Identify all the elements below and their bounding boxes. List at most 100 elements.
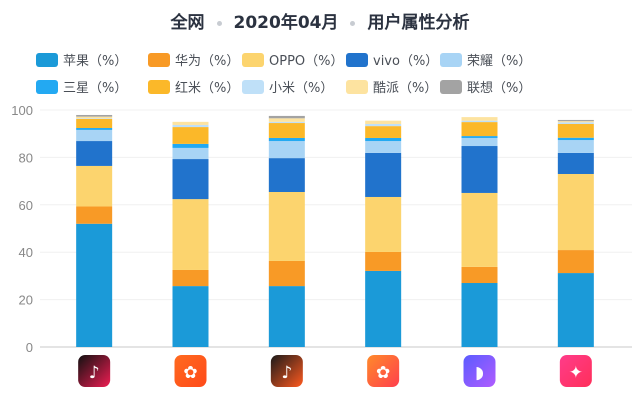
legend-label: vivo（%） [373,54,439,69]
bar-segment [268,115,305,119]
bar-segment [557,121,594,123]
bar-segment [557,173,594,251]
bar-segment [76,128,113,130]
bar-segment [461,192,498,267]
legend-label: 华为（%） [175,54,240,69]
bar-segment [268,286,305,347]
legend-swatch [36,52,58,67]
svg-text:✿: ✿ [183,363,197,383]
legend-item[interactable]: 酷派（%） [346,77,440,96]
bar-segment [365,120,402,124]
legend-item[interactable]: 三星（%） [36,77,148,96]
legend-label: OPPO（%） [269,54,344,69]
legend-swatch [148,52,170,67]
legend-label: 苹果（%） [63,54,128,69]
bar-segment [172,269,209,287]
bar-segment [268,192,305,261]
bar-segment [268,118,305,122]
bar-segment [76,129,113,142]
bar-segment [461,136,498,138]
bar-segment [365,270,402,347]
bar-segment [365,251,402,271]
legend-item[interactable]: OPPO（%） [242,50,346,69]
bar-segment [461,117,498,121]
svg-text:✦: ✦ [569,363,583,383]
bar-segment [557,152,594,174]
legend-item[interactable]: vivo（%） [346,50,440,69]
legend-item[interactable]: 华为（%） [148,50,242,69]
bar-segment [557,123,594,138]
bar-segment [172,124,209,128]
title-period: 2020年04月 [233,13,339,33]
bar-segment [557,122,594,124]
legend-label: 红米（%） [175,81,240,96]
chart-title: 全网 2020年04月 用户属性分析 [0,8,640,33]
chart-legend: 苹果（%） 华为（%） OPPO（%） vivo（%） 荣耀（%） 三星（%） 红米（%） 小… [36,50,636,96]
bar-segment [461,266,498,284]
bar-segment [461,122,498,137]
bar-segment [76,206,113,224]
legend-label: 三星（%） [63,81,128,96]
bar-segment [172,147,209,160]
legend-swatch [346,79,368,94]
kuaishou-speed-icon: ✿ [367,355,400,387]
bar-segment [76,118,113,120]
bar-segment [557,137,594,141]
y-tick-label: 0 [26,340,33,355]
bar-segment [76,165,113,207]
bar-segment [268,260,305,287]
legend-swatch [346,52,368,67]
bar-segment [461,146,498,193]
bar-segment [172,159,209,200]
legend-item[interactable]: 苹果（%） [36,50,148,69]
legend-swatch [36,79,58,94]
legend-label: 荣耀（%） [467,54,532,69]
douyin-icon: ♪ [78,355,111,387]
bar-segment [76,223,113,347]
bar-segment [268,121,305,124]
bar-segment [76,141,113,166]
legend-item[interactable]: 荣耀（%） [440,50,540,69]
legend-label: 联想（%） [467,81,532,96]
legend-item[interactable]: 红米（%） [148,77,242,96]
legend-swatch [242,79,264,94]
bar-segment [365,152,402,197]
bar-segment [268,141,305,159]
title-separator [216,20,222,26]
bar-segment [365,123,402,127]
bar-segment [76,116,113,119]
legend-item[interactable]: 联想（%） [440,77,540,96]
legend-swatch [440,52,462,67]
purple-app-icon: ◗ [463,355,496,387]
legend-swatch [242,52,264,67]
bar-segment [172,199,209,270]
title-subject: 用户属性分析 [367,13,470,33]
y-tick-label: 80 [19,150,33,165]
bar-segment [557,273,594,347]
y-tick-label: 100 [11,103,33,118]
bar-segment [172,143,209,148]
legend-label: 小米（%） [269,81,334,96]
bar-segment [76,114,113,117]
bar-segment [268,158,305,193]
svg-text:♪: ♪ [281,363,292,383]
bar-segment [172,121,209,125]
bar-segment [557,250,594,274]
legend-item[interactable]: 小米（%） [242,77,346,96]
bar-segment [268,123,305,138]
bar-segment [365,137,402,142]
bar-segment [268,137,305,142]
kuaishou-icon: ✿ [174,355,207,387]
legend-swatch [148,79,170,94]
bar-segment [365,126,402,138]
svg-text:♪: ♪ [89,363,100,383]
pink-app-icon: ✦ [559,355,592,387]
title-scope: 全网 [170,13,205,33]
title-separator [350,20,356,26]
bar-segment [461,283,498,347]
y-tick-label: 20 [19,293,33,308]
legend-swatch [440,79,462,94]
svg-text:◗: ◗ [475,363,484,383]
bar-segment [557,119,594,122]
